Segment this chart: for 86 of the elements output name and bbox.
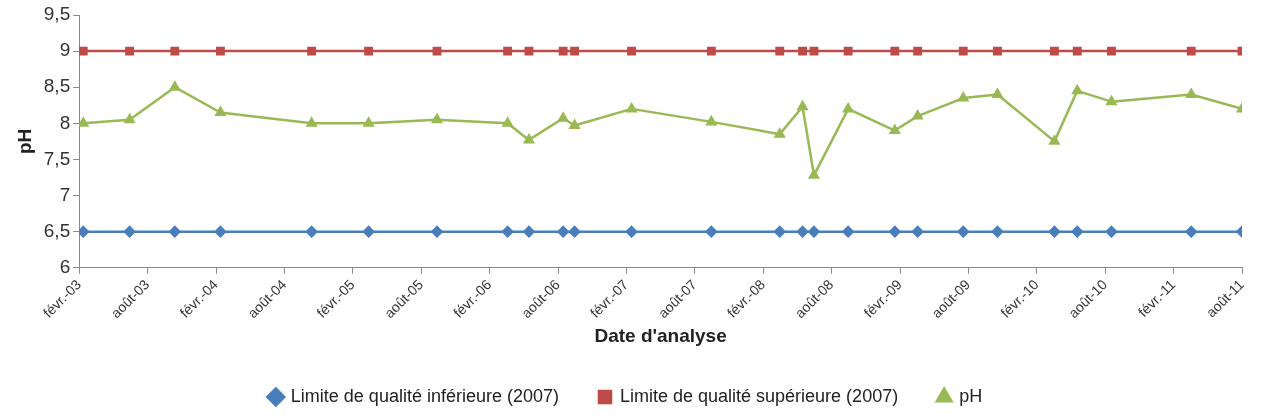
point — [1050, 46, 1059, 56]
legend-label: Limite de qualité supérieure (2007) — [619, 385, 899, 406]
point — [169, 225, 181, 238]
point — [1185, 225, 1197, 238]
point — [125, 46, 135, 56]
point — [808, 169, 820, 179]
point — [558, 46, 568, 56]
point — [957, 225, 970, 238]
point — [123, 225, 136, 238]
point — [568, 225, 581, 238]
point — [798, 46, 807, 56]
legend-label: pH — [959, 385, 983, 406]
point — [557, 225, 569, 238]
point — [774, 128, 785, 138]
point — [364, 46, 374, 56]
point — [627, 46, 636, 56]
point — [1049, 135, 1060, 145]
point — [1186, 88, 1197, 98]
point — [214, 225, 227, 238]
point — [569, 119, 580, 129]
point — [79, 225, 90, 238]
point — [363, 117, 374, 127]
point — [1105, 225, 1118, 238]
point — [1106, 95, 1117, 106]
point — [842, 225, 854, 238]
point — [705, 225, 718, 238]
y-tick-label: 8 — [59, 111, 71, 133]
point — [889, 225, 901, 238]
point — [524, 46, 534, 56]
point — [991, 225, 1004, 238]
point — [215, 46, 225, 56]
point — [889, 124, 900, 135]
point — [215, 106, 226, 116]
point — [809, 46, 819, 56]
point — [431, 113, 443, 124]
point — [808, 225, 820, 238]
point — [1072, 46, 1082, 56]
y-axis-title: pH — [13, 128, 35, 155]
point — [993, 46, 1002, 56]
point — [774, 225, 786, 238]
y-tick-label: 8,5 — [43, 75, 71, 97]
point — [79, 117, 89, 127]
point — [305, 225, 318, 238]
point — [124, 113, 135, 124]
point — [523, 225, 535, 238]
point — [797, 100, 808, 111]
point — [911, 225, 924, 238]
point — [912, 110, 923, 120]
point — [1107, 46, 1116, 56]
point — [1186, 46, 1196, 56]
point — [796, 225, 809, 238]
point — [523, 134, 535, 144]
point — [706, 46, 716, 56]
point — [843, 103, 854, 113]
point — [958, 92, 969, 102]
point — [558, 112, 569, 122]
point — [307, 46, 317, 56]
point — [79, 46, 88, 56]
point — [890, 46, 900, 56]
point — [501, 225, 514, 238]
point — [1071, 225, 1083, 238]
point — [306, 117, 317, 127]
point — [570, 46, 579, 56]
point — [958, 46, 968, 56]
y-tick-label: 6,5 — [43, 219, 71, 241]
y-tick-label: 9 — [59, 39, 71, 61]
point — [170, 46, 180, 56]
y-tick-label: 7,5 — [43, 147, 71, 169]
point — [431, 225, 443, 238]
point — [625, 225, 638, 238]
legend-label: Limite de qualité inférieure (2007) — [290, 385, 559, 406]
point — [432, 46, 442, 56]
point — [169, 81, 180, 91]
y-tick-label: 7 — [59, 183, 71, 205]
point — [502, 117, 513, 127]
y-tick-label: 6 — [59, 255, 71, 277]
point — [913, 46, 923, 56]
y-tick-label: 9,5 — [43, 3, 71, 25]
point — [362, 225, 375, 238]
point — [1048, 225, 1061, 238]
point — [503, 46, 513, 56]
point — [843, 46, 853, 56]
point — [775, 46, 785, 56]
point — [626, 103, 637, 113]
point — [992, 88, 1003, 98]
x-axis-title: Date d'analyse — [594, 324, 727, 346]
